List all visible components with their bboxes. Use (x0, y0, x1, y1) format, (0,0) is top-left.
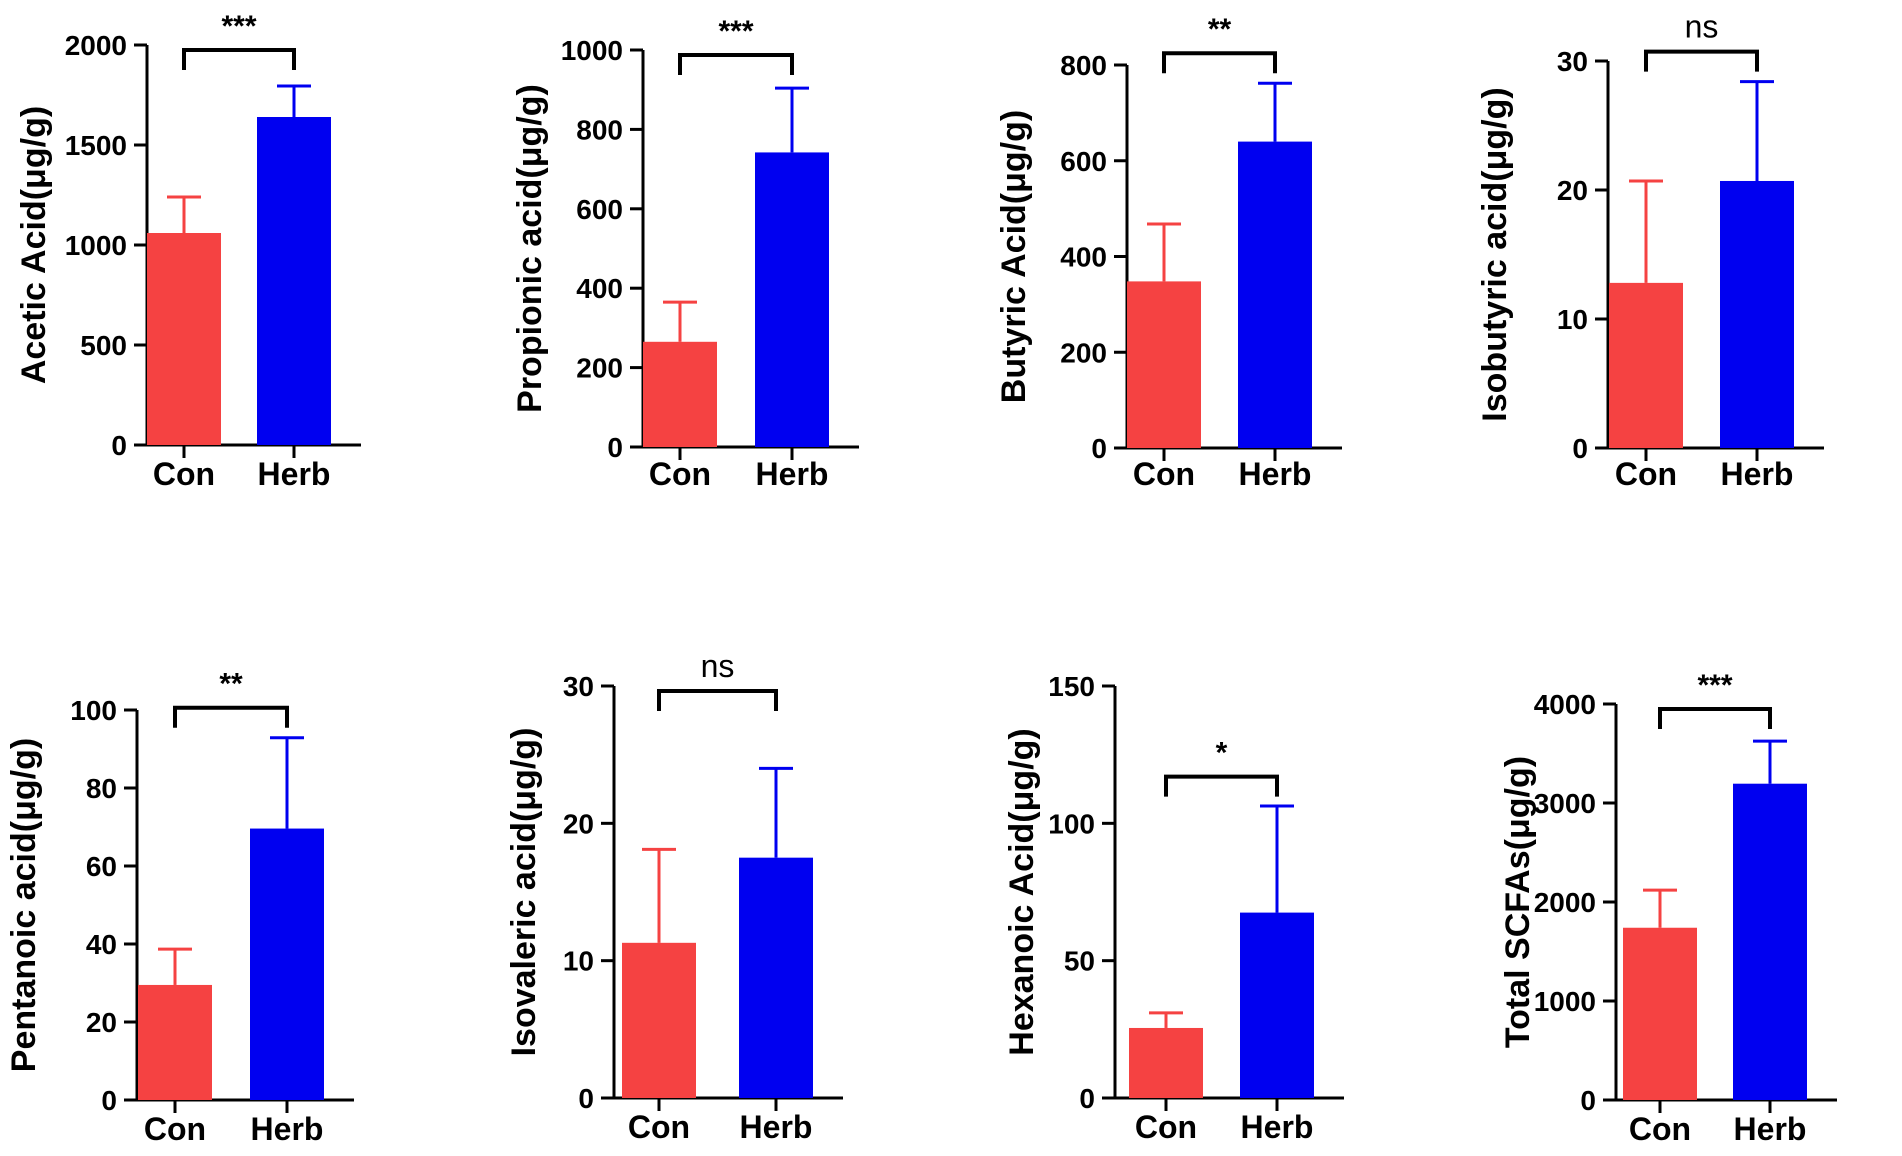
panel-3-y-tick-label: 200 (1060, 337, 1107, 368)
panel-1-x-tick-label: Con (153, 456, 215, 492)
panel-8-x-tick-label: Herb (1734, 1111, 1807, 1147)
panel-3-x-tick-label: Herb (1239, 456, 1312, 492)
panel-1-significance-bracket (182, 48, 296, 70)
panel-7-y-tick-label: 150 (1048, 671, 1095, 702)
panel-2-x-tick-label: Herb (756, 456, 829, 492)
panel-2-y-tick-label: 800 (576, 114, 623, 145)
panel-5-y-tick-label: 0 (101, 1085, 117, 1116)
panel-4-x-tick-label: Herb (1721, 456, 1794, 492)
panel-5-x-tick-label: Herb (251, 1111, 324, 1147)
panel-1-bar-con (147, 233, 221, 445)
panel-2-y-tick-label: 1000 (561, 35, 623, 66)
panel-4-bar-herb (1720, 180, 1794, 448)
panel-7-y-tick-label: 0 (1079, 1083, 1095, 1114)
panel-1-y-tick-label: 500 (80, 330, 127, 361)
panel-6-significance-label: ns (701, 648, 735, 684)
panel-8-significance-label: *** (1697, 669, 1732, 702)
panel-5-bar-herb (250, 828, 324, 1100)
panel-7-y-tick-label: 50 (1064, 946, 1095, 977)
panel-4-y-tick-label: 30 (1557, 46, 1588, 77)
panel-1-significance-label: *** (221, 10, 256, 43)
panel-7-y-tick-label: 100 (1048, 808, 1095, 839)
panel-3-significance-label: ** (1208, 13, 1232, 46)
panel-2-significance-bracket (678, 53, 794, 75)
panel-5-y-tick-label: 20 (86, 1007, 117, 1038)
panel-4-bar-con (1609, 282, 1683, 448)
panel-6-bar-herb (739, 857, 813, 1098)
panel-5-y-tick-label: 40 (86, 929, 117, 960)
panel-5-y-tick-label: 100 (70, 695, 117, 726)
panel-4-y-tick-label: 0 (1572, 433, 1588, 464)
panel-1-y-tick-label: 1500 (65, 130, 127, 161)
panel-2-y-tick-label: 400 (576, 273, 623, 304)
panel-8-y-tick-label: 1000 (1534, 986, 1596, 1017)
panel-1-y-tick-label: 0 (111, 430, 127, 461)
panel-6-y-tick-label: 30 (563, 671, 594, 702)
panel-1-x-tick-label: Herb (258, 456, 331, 492)
panel-3-significance-bracket (1162, 51, 1277, 74)
panel-4-significance-bracket (1644, 49, 1759, 72)
panel-3-y-tick-label: 0 (1091, 433, 1107, 464)
panel-5-significance-label: ** (219, 668, 243, 701)
panel-5-significance-bracket (173, 705, 289, 728)
panel-5-bar-con (138, 984, 212, 1100)
panel-5-x-tick-label: Con (144, 1111, 206, 1147)
panel-4-x-tick-label: Con (1615, 456, 1677, 492)
panel-6-y-tick-label: 20 (563, 808, 594, 839)
panel-2-y-tick-label: 600 (576, 194, 623, 225)
panel-4-significance-label: ns (1685, 9, 1719, 45)
panel-6-x-tick-label: Con (628, 1109, 690, 1145)
panel-7-bar-herb (1240, 912, 1314, 1098)
panel-3-y-tick-label: 800 (1060, 50, 1107, 81)
panel-7-y-axis-title: Hexanoic Acid(μg/g) (1003, 728, 1041, 1055)
panel-6-significance-bracket (657, 689, 778, 711)
panel-8-bar-con (1623, 927, 1697, 1100)
panel-7-significance-label: * (1216, 737, 1228, 770)
panel-6-x-tick-label: Herb (740, 1109, 813, 1145)
panel-7-significance-bracket (1164, 774, 1279, 797)
panel-8-y-tick-label: 0 (1580, 1085, 1596, 1116)
panel-1-bar-herb (257, 117, 331, 445)
panel-7-bar-con (1129, 1027, 1203, 1098)
panel-8-y-tick-label: 4000 (1534, 689, 1596, 720)
panel-3-y-axis-title: Butyric Acid(μg/g) (995, 110, 1033, 403)
panel-5-y-axis-title: Pentanoic acid(μg/g) (5, 738, 43, 1072)
panel-8-y-tick-label: 3000 (1534, 788, 1596, 819)
panel-7-x-tick-label: Con (1135, 1109, 1197, 1145)
panel-4-y-tick-label: 10 (1557, 304, 1588, 335)
panel-1-y-tick-label: 1000 (65, 230, 127, 261)
panel-8-y-tick-label: 2000 (1534, 887, 1596, 918)
panel-2-y-tick-label: 200 (576, 353, 623, 384)
panel-3-bar-herb (1238, 141, 1312, 448)
panel-6-y-tick-label: 10 (563, 946, 594, 977)
panel-2-y-tick-label: 0 (607, 432, 623, 463)
panel-3-y-tick-label: 400 (1060, 242, 1107, 273)
panel-1-y-axis-title: Acetic Acid(μg/g) (15, 106, 53, 384)
panel-2-bar-herb (755, 152, 829, 447)
panel-1-y-tick-label: 2000 (65, 30, 127, 61)
panel-3-y-tick-label: 600 (1060, 146, 1107, 177)
panel-3-bar-con (1127, 281, 1201, 448)
panel-2-significance-label: *** (718, 15, 753, 48)
panel-6-y-axis-title: Isovaleric acid(μg/g) (505, 728, 543, 1057)
panel-6-bar-con (622, 942, 696, 1098)
panel-8-significance-bracket (1658, 707, 1772, 729)
panel-2-x-tick-label: Con (649, 456, 711, 492)
panel-8-x-tick-label: Con (1629, 1111, 1691, 1147)
panel-5-y-tick-label: 80 (86, 773, 117, 804)
panel-5-y-tick-label: 60 (86, 851, 117, 882)
panel-3-x-tick-label: Con (1133, 456, 1195, 492)
panel-2-y-axis-title: Propionic acid(μg/g) (511, 84, 549, 413)
panel-8-y-axis-title: Total SCFAs(μg/g) (1499, 756, 1537, 1048)
panel-8-bar-herb (1733, 783, 1807, 1100)
panel-7-x-tick-label: Herb (1241, 1109, 1314, 1145)
panel-4-y-axis-title: Isobutyric acid(μg/g) (1476, 87, 1514, 421)
panel-2-bar-con (643, 341, 717, 447)
panel-6-y-tick-label: 0 (578, 1083, 594, 1114)
panel-4-y-tick-label: 20 (1557, 175, 1588, 206)
